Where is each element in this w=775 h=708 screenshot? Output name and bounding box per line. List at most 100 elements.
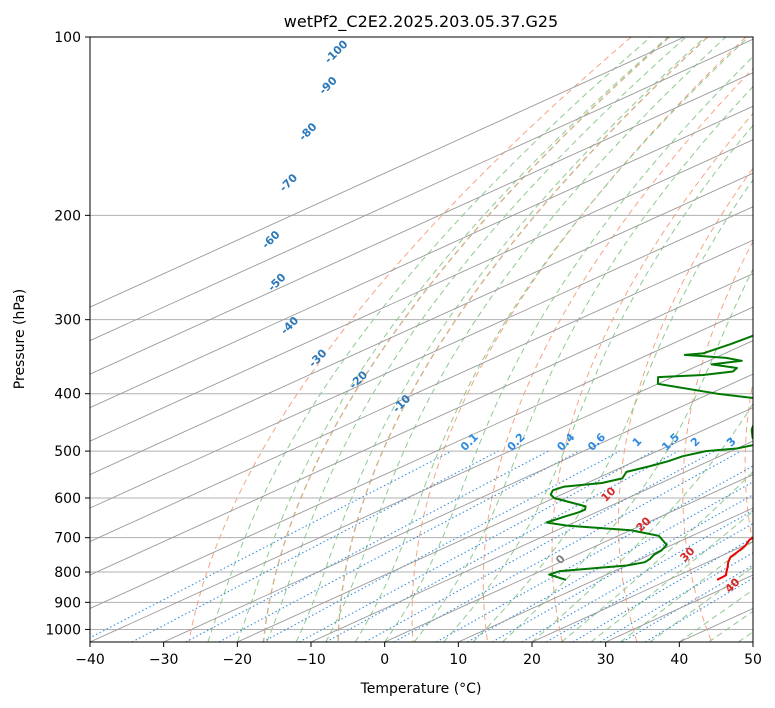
x-axis-label: Temperature (°C) <box>360 681 482 697</box>
dry-adiabat-line <box>618 167 753 642</box>
moist-adiabat-label: 30 <box>678 544 698 564</box>
x-tick-label: −20 <box>223 652 253 668</box>
mixing-ratio-line <box>90 450 452 639</box>
moist-adiabat-line <box>325 37 727 642</box>
isotherm-line <box>90 139 753 442</box>
dry-adiabat-line <box>262 37 670 642</box>
dry-adiabat-line <box>337 37 708 642</box>
mixing-ratio-line <box>492 494 753 642</box>
moist-adiabat-line <box>443 124 753 642</box>
mixing-ratio-label: 1.5 <box>659 431 682 454</box>
isotherm-line <box>90 340 753 642</box>
sounding-series <box>545 334 753 581</box>
moist-adiabat-line <box>413 85 753 642</box>
mixing-ratio-label: 0.1 <box>458 431 481 454</box>
dry-adiabat-label: -70 <box>277 171 300 194</box>
moist-adiabat-label: 40 <box>723 575 743 595</box>
mixing-ratio-line <box>622 564 753 642</box>
y-tick-label: 800 <box>54 565 81 581</box>
isotherm-line <box>90 172 753 476</box>
mixing-ratio-line <box>218 450 580 642</box>
mixing-ratio-line <box>185 450 549 642</box>
dry-adiabat-line <box>551 112 753 642</box>
moist-adiabat-line <box>679 589 753 642</box>
y-tick-label: 1000 <box>45 622 81 638</box>
moist-adiabat-label: 10 <box>599 484 619 504</box>
mixing-ratio-line <box>298 450 654 642</box>
mixing-ratio-line <box>325 450 679 642</box>
dry-adiabat-label: -40 <box>278 314 301 337</box>
line-labels: 0.10.20.40.611.52346810131620253036-100-… <box>259 37 766 595</box>
mixing-ratio-label: 1 <box>630 435 645 450</box>
moist-adiabat-lines <box>207 37 753 642</box>
y-axis-label: Pressure (hPa) <box>12 289 28 389</box>
x-tick-label: 30 <box>597 652 615 668</box>
x-tick-label: 20 <box>523 652 541 668</box>
isotherm-line <box>90 273 753 576</box>
dry-adiabat-line <box>411 37 747 642</box>
mixing-ratio-line <box>436 465 753 642</box>
moist-adiabat-line <box>472 178 753 642</box>
y-tick-label: 200 <box>54 208 81 224</box>
chart-title: wetPf2_C2E2.2025.203.05.37.G25 <box>284 12 558 32</box>
moist-adiabat-line <box>561 470 753 642</box>
mixing-ratio-label: 0.2 <box>505 431 528 454</box>
isotherm-line <box>90 239 753 543</box>
moist-adiabat-line <box>620 540 753 642</box>
mixing-ratio-label: 0.4 <box>554 430 577 453</box>
dry-adiabat-label: -60 <box>259 228 282 251</box>
y-tick-label: 400 <box>54 387 81 403</box>
mixing-ratio-line <box>131 450 499 642</box>
x-tick-label: 0 <box>380 652 389 668</box>
moist-adiabat-line <box>354 37 749 642</box>
x-tick-label: −40 <box>75 652 105 668</box>
isobar-grid <box>90 37 753 630</box>
x-tick-label: 10 <box>449 652 467 668</box>
isotherm-line <box>384 474 753 642</box>
moist-adiabat-line <box>649 566 753 642</box>
isotherm-line <box>90 37 685 308</box>
mixing-ratio-label: 3 <box>724 435 739 450</box>
isotherm-line <box>90 206 753 509</box>
plot-frame <box>89 36 754 643</box>
moist-adiabat-line <box>266 37 687 642</box>
x-tick-label: 50 <box>744 652 762 668</box>
isotherm-line <box>458 507 753 642</box>
dry-adiabat-label: -50 <box>265 270 288 293</box>
plot-area: 0.10.20.40.611.52346810131620253036-100-… <box>90 37 766 642</box>
moist-adiabat-line <box>295 37 706 642</box>
dry-adiabat-label: -80 <box>296 120 319 143</box>
isotherm-line <box>752 641 753 642</box>
dry-adiabat-label: -100 <box>322 37 351 66</box>
y-tick-label: 300 <box>54 313 81 329</box>
dry-adiabat-line <box>337 37 709 642</box>
sounding-line <box>545 334 753 581</box>
x-axis-ticks: −40 −30 −20 −10 0 10 20 30 40 50 <box>75 642 762 668</box>
dry-adiabat-line <box>188 37 632 642</box>
isotherm-line <box>90 38 753 342</box>
y-axis-ticks: 100 200 300 400 500 600 700 800 900 1000 <box>45 30 90 638</box>
x-tick-label: −10 <box>296 652 326 668</box>
dry-adiabat-label: -20 <box>347 368 370 391</box>
dry-adiabat-line <box>482 67 753 642</box>
isotherm-line <box>310 440 753 642</box>
dry-adiabat-label: -30 <box>306 346 329 369</box>
mixing-ratio-lines <box>90 450 753 642</box>
moist-adiabat-line <box>531 402 753 642</box>
x-tick-label: 40 <box>670 652 688 668</box>
isotherm-line <box>237 407 753 642</box>
dry-adiabat-label: -90 <box>316 74 339 97</box>
isotherm-line <box>163 373 753 642</box>
y-tick-label: 500 <box>54 444 81 460</box>
y-tick-label: 900 <box>54 595 81 611</box>
dry-adiabat-label: -10 <box>390 392 413 415</box>
mixing-ratio-label: 2 <box>688 435 703 450</box>
moist-adiabat-line <box>502 267 753 642</box>
mixing-ratio-label: 0.6 <box>585 430 608 453</box>
moist-adiabat-line <box>384 55 753 642</box>
isotherm-line <box>90 72 753 375</box>
mixing-ratio-line <box>546 522 753 642</box>
mixing-ratio-label: 4 <box>751 435 766 450</box>
mixing-ratio-line <box>365 450 715 642</box>
